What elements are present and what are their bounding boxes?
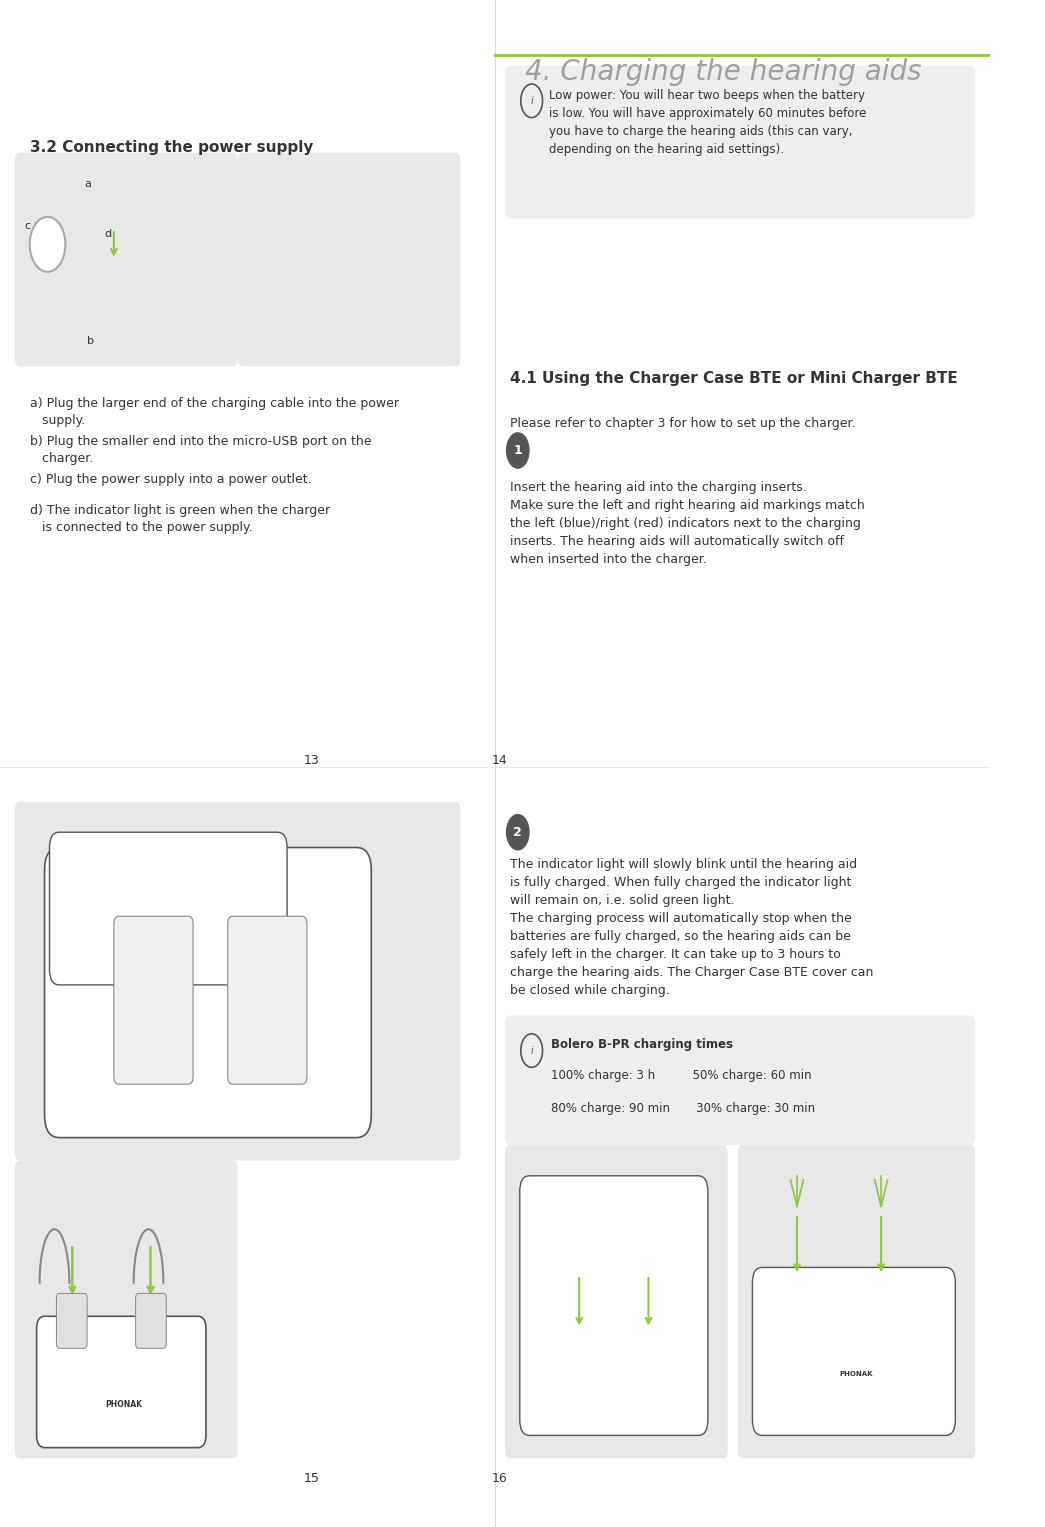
Text: 13: 13: [304, 754, 320, 767]
Text: 4. Charging the hearing aids: 4. Charging the hearing aids: [525, 58, 922, 86]
Circle shape: [29, 217, 66, 272]
FancyBboxPatch shape: [738, 1145, 975, 1458]
Text: Please refer to chapter 3 for how to set up the charger.: Please refer to chapter 3 for how to set…: [510, 417, 856, 431]
FancyBboxPatch shape: [505, 1015, 975, 1145]
Text: 1: 1: [513, 444, 522, 457]
Text: The indicator light will slowly blink until the hearing aid
is fully charged. Wh: The indicator light will slowly blink un…: [510, 858, 874, 997]
Circle shape: [506, 432, 530, 469]
Text: 16: 16: [492, 1472, 508, 1484]
FancyBboxPatch shape: [136, 1293, 166, 1348]
Text: c: c: [25, 221, 31, 232]
Text: 3.2 Connecting the power supply: 3.2 Connecting the power supply: [29, 140, 313, 156]
Text: 100% charge: 3 h          50% charge: 60 min: 100% charge: 3 h 50% charge: 60 min: [552, 1069, 812, 1083]
Text: b: b: [87, 336, 94, 347]
Text: c) Plug the power supply into a power outlet.: c) Plug the power supply into a power ou…: [29, 473, 311, 487]
Text: i: i: [530, 1046, 533, 1055]
Text: Low power: You will hear two beeps when the battery
is low. You will have approx: Low power: You will hear two beeps when …: [550, 89, 867, 156]
Text: i: i: [530, 96, 533, 105]
Text: 14: 14: [492, 754, 508, 767]
Text: PHONAK: PHONAK: [839, 1371, 874, 1377]
FancyBboxPatch shape: [752, 1267, 955, 1435]
Text: 80% charge: 90 min       30% charge: 30 min: 80% charge: 90 min 30% charge: 30 min: [552, 1102, 815, 1116]
Text: a: a: [85, 179, 91, 189]
FancyBboxPatch shape: [15, 802, 461, 1161]
FancyBboxPatch shape: [15, 1161, 237, 1458]
FancyBboxPatch shape: [37, 1316, 206, 1448]
FancyBboxPatch shape: [237, 153, 461, 366]
Text: Bolero B-PR charging times: Bolero B-PR charging times: [552, 1038, 734, 1052]
Text: 2: 2: [513, 826, 522, 838]
Text: 4.1 Using the Charger Case BTE or Mini Charger BTE: 4.1 Using the Charger Case BTE or Mini C…: [510, 371, 957, 386]
Text: b) Plug the smaller end into the micro-USB port on the
   charger.: b) Plug the smaller end into the micro-U…: [29, 435, 371, 466]
FancyBboxPatch shape: [56, 1293, 87, 1348]
FancyBboxPatch shape: [15, 153, 237, 366]
FancyBboxPatch shape: [505, 1145, 727, 1458]
FancyBboxPatch shape: [519, 1176, 707, 1435]
FancyBboxPatch shape: [228, 916, 307, 1084]
Text: Insert the hearing aid into the charging inserts.
Make sure the left and right h: Insert the hearing aid into the charging…: [510, 481, 864, 567]
FancyBboxPatch shape: [114, 916, 193, 1084]
Text: d: d: [103, 229, 111, 240]
Circle shape: [506, 814, 530, 851]
Text: 15: 15: [304, 1472, 320, 1484]
Text: PHONAK: PHONAK: [106, 1400, 142, 1409]
FancyBboxPatch shape: [45, 847, 371, 1138]
Text: d) The indicator light is green when the charger
   is connected to the power su: d) The indicator light is green when the…: [29, 504, 330, 534]
FancyBboxPatch shape: [505, 66, 975, 218]
FancyBboxPatch shape: [49, 832, 287, 985]
Text: a) Plug the larger end of the charging cable into the power
   supply.: a) Plug the larger end of the charging c…: [29, 397, 399, 428]
